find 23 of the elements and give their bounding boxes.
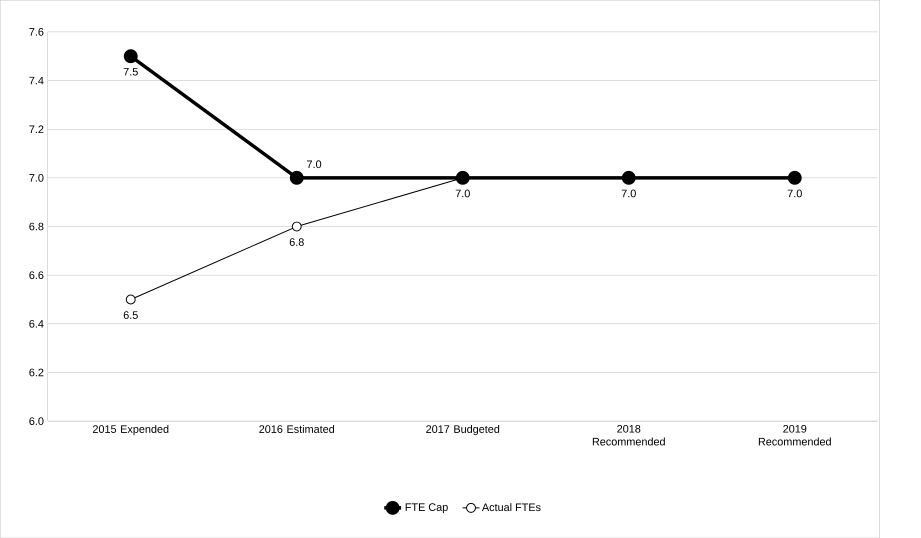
y-tick-label: 6.4 xyxy=(29,320,44,328)
y-tick-label: 7.4 xyxy=(29,76,44,84)
data-label: 7.5 xyxy=(124,68,138,76)
x-tick-label: 2015 Expended xyxy=(92,424,168,435)
data-label: 6.5 xyxy=(124,311,138,319)
data-label: 7.0 xyxy=(307,160,322,168)
data-label: 7.0 xyxy=(456,190,470,198)
x-tick-label: 2019 Recommended xyxy=(758,424,831,446)
data-label: 7.0 xyxy=(622,190,636,198)
y-tick-label: 6.6 xyxy=(29,271,44,279)
x-tick-label: 2017 Budgeted xyxy=(426,424,500,435)
legend-label: Actual FTEs xyxy=(482,503,541,512)
y-tick-label: 7.2 xyxy=(29,125,44,133)
legend-label: FTE Cap xyxy=(406,503,448,513)
x-tick-label: 2018 Recommended xyxy=(592,424,665,446)
y-tick-label: 6.0 xyxy=(29,417,44,425)
data-label: 6.8 xyxy=(290,238,304,246)
x-tick-label: 2016 Estimated xyxy=(259,424,334,433)
data-label: 7.0 xyxy=(788,190,802,198)
y-tick-label: 6.8 xyxy=(29,222,44,230)
y-tick-label: 7.0 xyxy=(29,174,44,182)
y-tick-label: 6.2 xyxy=(29,368,44,376)
y-tick-label: 7.6 xyxy=(29,28,44,36)
